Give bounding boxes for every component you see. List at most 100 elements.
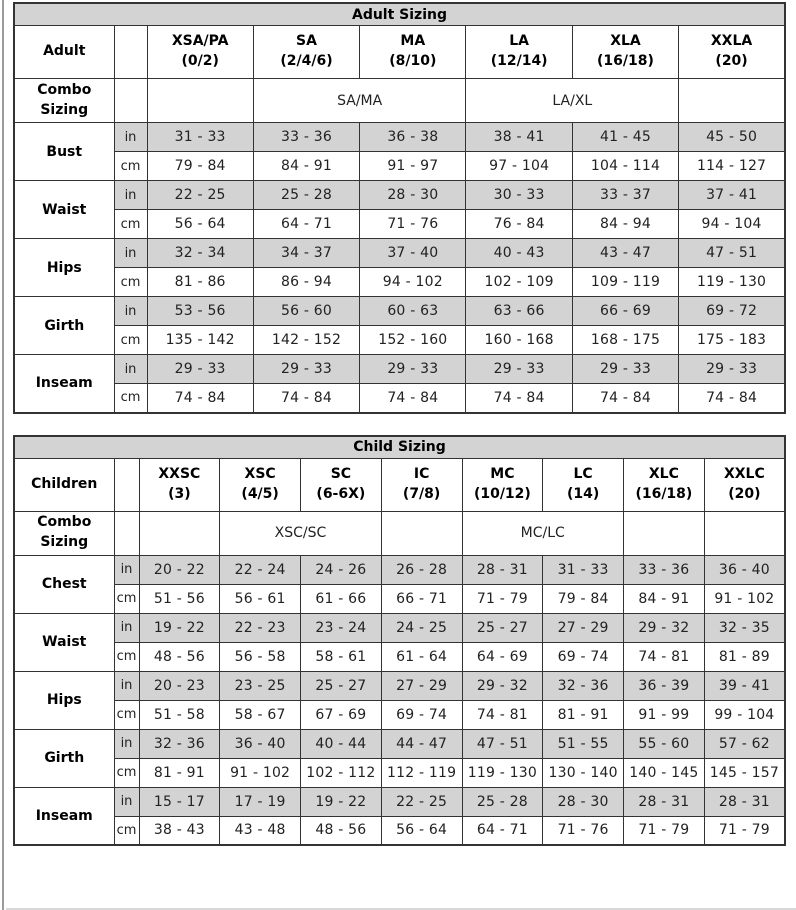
- range-cell: 142 - 152: [252, 325, 361, 355]
- range-cell: 97 - 104: [465, 151, 573, 181]
- size-header: XLA (16/18): [571, 25, 680, 79]
- measurement-label: Waist: [13, 180, 115, 239]
- combo-sizing-label: Combo Sizing: [13, 510, 115, 556]
- combo-cell: [703, 510, 786, 556]
- unit-label-in: in: [113, 296, 148, 326]
- range-cell: 71 - 76: [542, 815, 624, 846]
- range-cell: 60 - 63: [359, 296, 467, 326]
- range-cell: 145 - 157: [703, 757, 786, 788]
- range-cell: 91 - 97: [359, 151, 467, 181]
- range-cell: 27 - 29: [542, 612, 624, 643]
- range-cell: 109 - 119: [571, 267, 680, 297]
- combo-cell: MC/LC: [461, 510, 624, 556]
- group-header-label: Children: [13, 457, 115, 512]
- size-header: MC (10/12): [461, 457, 544, 512]
- measurement-label: Inseam: [13, 354, 115, 413]
- range-cell: 25 - 28: [252, 180, 361, 210]
- range-cell: 38 - 41: [465, 122, 573, 152]
- size-header: XSC (4/5): [219, 457, 301, 512]
- measurement-label: Bust: [13, 122, 115, 181]
- range-cell: 112 - 119: [380, 757, 463, 788]
- unit-label-in: in: [113, 238, 148, 268]
- combo-cell: LA/XL: [465, 78, 680, 123]
- unit-label-in: in: [113, 180, 148, 210]
- unit-label-in: in: [113, 670, 140, 701]
- range-cell: 45 - 50: [678, 122, 786, 152]
- range-cell: 74 - 84: [252, 383, 361, 413]
- range-cell: 19 - 22: [300, 786, 382, 817]
- size-header: LA (12/14): [465, 25, 573, 79]
- combo-cell: [146, 78, 254, 123]
- range-cell: 33 - 36: [252, 122, 361, 152]
- range-cell: 99 - 104: [703, 699, 786, 730]
- range-cell: 48 - 56: [138, 641, 221, 672]
- unit-label-in: in: [113, 786, 140, 817]
- range-cell: 28 - 31: [703, 786, 786, 817]
- unit-label-in: in: [113, 554, 140, 585]
- unit-label-cm: cm: [113, 209, 148, 239]
- child-sizing-table: Child Sizing Children XXSC (3) XSC (4/5) SC …: [13, 434, 786, 846]
- range-cell: 81 - 91: [542, 699, 624, 730]
- range-cell: 130 - 140: [542, 757, 624, 788]
- range-cell: 56 - 64: [146, 209, 254, 239]
- range-cell: 33 - 36: [623, 554, 705, 585]
- range-cell: 119 - 130: [461, 757, 544, 788]
- unit-label-cm: cm: [113, 757, 140, 788]
- left-page-rule: [2, 0, 4, 910]
- range-cell: 27 - 29: [380, 670, 463, 701]
- range-cell: 36 - 39: [623, 670, 705, 701]
- range-cell: 56 - 64: [380, 815, 463, 846]
- range-cell: 32 - 36: [542, 670, 624, 701]
- measurement-label: Girth: [13, 728, 115, 788]
- range-cell: 71 - 76: [359, 209, 467, 239]
- range-cell: 69 - 74: [380, 699, 463, 730]
- unit-label-cm: cm: [113, 325, 148, 355]
- unit-label-in: in: [113, 354, 148, 384]
- range-cell: 29 - 33: [678, 354, 786, 384]
- range-cell: 102 - 112: [300, 757, 382, 788]
- range-cell: 102 - 109: [465, 267, 573, 297]
- range-cell: 32 - 35: [703, 612, 786, 643]
- unit-label-cm: cm: [113, 815, 140, 846]
- range-cell: 63 - 66: [465, 296, 573, 326]
- range-cell: 74 - 84: [571, 383, 680, 413]
- unit-label-in: in: [113, 612, 140, 643]
- range-cell: 84 - 91: [623, 583, 705, 614]
- unit-label-in: in: [113, 122, 148, 152]
- range-cell: 20 - 23: [138, 670, 221, 701]
- range-cell: 56 - 61: [219, 583, 301, 614]
- range-cell: 36 - 40: [219, 728, 301, 759]
- range-cell: 168 - 175: [571, 325, 680, 355]
- unit-label-in: in: [113, 728, 140, 759]
- size-header: XXSC (3): [138, 457, 221, 512]
- range-cell: 69 - 72: [678, 296, 786, 326]
- range-cell: 43 - 48: [219, 815, 301, 846]
- range-cell: 81 - 91: [138, 757, 221, 788]
- range-cell: 74 - 81: [623, 641, 705, 672]
- range-cell: 71 - 79: [461, 583, 544, 614]
- range-cell: 58 - 67: [219, 699, 301, 730]
- range-cell: 29 - 33: [146, 354, 254, 384]
- range-cell: 38 - 43: [138, 815, 221, 846]
- range-cell: 40 - 44: [300, 728, 382, 759]
- size-header: XSA/PA (0/2): [146, 25, 254, 79]
- combo-unit-blank: [113, 78, 148, 123]
- range-cell: 26 - 28: [380, 554, 463, 585]
- range-cell: 69 - 74: [542, 641, 624, 672]
- range-cell: 76 - 84: [465, 209, 573, 239]
- range-cell: 31 - 33: [146, 122, 254, 152]
- size-header: MA (8/10): [359, 25, 467, 79]
- combo-cell: [380, 510, 463, 556]
- range-cell: 32 - 34: [146, 238, 254, 268]
- range-cell: 24 - 26: [300, 554, 382, 585]
- range-cell: 25 - 27: [300, 670, 382, 701]
- range-cell: 29 - 33: [571, 354, 680, 384]
- measurement-label: Inseam: [13, 786, 115, 846]
- unit-header-blank: [113, 25, 148, 79]
- size-header: XLC (16/18): [623, 457, 705, 512]
- range-cell: 160 - 168: [465, 325, 573, 355]
- range-cell: 29 - 32: [623, 612, 705, 643]
- measurement-label: Waist: [13, 612, 115, 672]
- range-cell: 39 - 41: [703, 670, 786, 701]
- range-cell: 33 - 37: [571, 180, 680, 210]
